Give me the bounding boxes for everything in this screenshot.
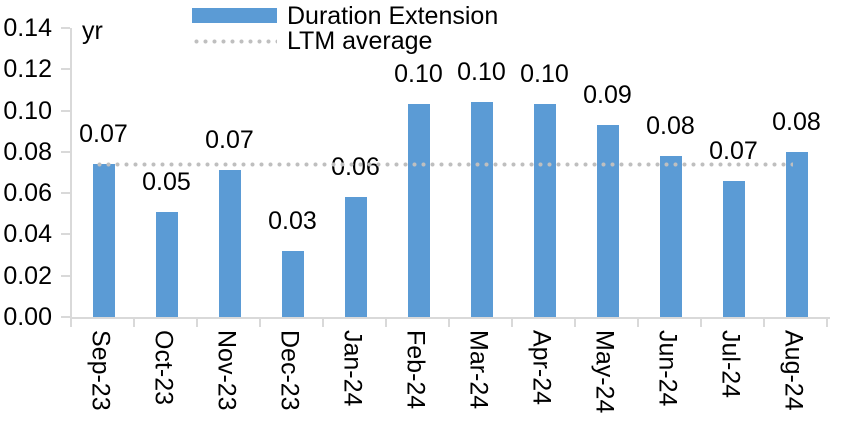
- y-axis-tick: [61, 316, 70, 318]
- x-axis-category-label: Jan-24: [338, 330, 367, 407]
- bar-value-label: 0.10: [520, 60, 569, 89]
- bar: [722, 180, 745, 317]
- y-axis-tick-label: 0.10: [3, 96, 52, 125]
- bar-value-label: 0.05: [142, 167, 191, 196]
- bar-value-label: 0.06: [331, 153, 380, 182]
- bar: [533, 104, 556, 317]
- bar: [407, 104, 430, 317]
- y-axis-tick-label: 0.00: [3, 303, 52, 331]
- legend-dotted-swatch: [192, 39, 277, 44]
- x-axis-category-label: Dec-23: [275, 330, 304, 411]
- y-axis-tick: [61, 150, 70, 153]
- legend-bar-swatch: [192, 8, 277, 23]
- bar-value-label: 0.10: [394, 60, 443, 89]
- x-axis-category-label: Feb-24: [401, 330, 430, 410]
- bar: [155, 211, 178, 317]
- x-axis-tick: [574, 317, 576, 327]
- bar: [785, 151, 808, 317]
- x-axis-tick: [826, 317, 828, 327]
- x-axis-tick: [448, 317, 450, 327]
- x-axis-category-label: Jun-24: [653, 330, 682, 407]
- y-axis-tick: [61, 68, 70, 71]
- y-axis-line: [70, 28, 72, 319]
- bar-value-label: 0.07: [709, 136, 758, 165]
- x-axis-tick: [385, 317, 387, 327]
- x-axis-category-label: Mar-24: [464, 330, 493, 410]
- bar-value-label: 0.03: [268, 206, 317, 235]
- x-axis-category-label: Jul-24: [716, 330, 745, 399]
- bar: [92, 164, 115, 317]
- x-axis-category-label: May-24: [590, 330, 619, 414]
- y-axis-tick: [61, 109, 70, 112]
- x-axis-category-label: Aug-24: [779, 330, 808, 411]
- legend-label-ltm-average: LTM average: [287, 27, 433, 55]
- x-axis-tick: [259, 317, 261, 327]
- y-axis-tick-label: 0.04: [3, 220, 52, 249]
- y-axis-tick: [61, 274, 70, 277]
- bar-value-label: 0.08: [772, 107, 821, 136]
- y-axis-tick: [61, 192, 70, 195]
- x-axis-tick: [196, 317, 198, 327]
- x-axis-tick: [637, 317, 639, 327]
- legend-label-duration-extension: Duration Extension: [287, 2, 499, 30]
- x-axis-tick: [70, 317, 72, 327]
- y-axis-tick: [61, 233, 70, 236]
- bar-value-label: 0.07: [205, 126, 254, 155]
- x-axis-tick: [133, 317, 135, 327]
- y-axis-tick-label: 0.12: [3, 55, 52, 84]
- y-axis-tick-label: 0.08: [3, 137, 52, 166]
- bar-value-label: 0.09: [583, 81, 632, 110]
- bar: [470, 102, 493, 317]
- x-axis-category-label: Sep-23: [86, 330, 115, 411]
- y-axis-tick-label: 0.06: [3, 179, 52, 208]
- bar: [344, 197, 367, 317]
- x-axis-tick: [700, 317, 702, 327]
- bar: [281, 250, 304, 317]
- y-axis-tick-label: 0.14: [3, 14, 52, 42]
- x-axis-line: [70, 317, 830, 319]
- bar: [659, 155, 682, 317]
- y-axis-unit-label: yr: [82, 17, 103, 45]
- y-axis-tick: [61, 27, 70, 29]
- x-axis-category-label: Apr-24: [527, 330, 556, 406]
- x-axis-tick: [511, 317, 513, 327]
- x-axis-category-label: Oct-23: [149, 330, 178, 406]
- bar: [218, 170, 241, 317]
- ltm-average-line: [95, 162, 793, 168]
- bar-value-label: 0.07: [79, 120, 128, 149]
- bar-value-label: 0.08: [646, 111, 695, 140]
- bar-value-label: 0.10: [457, 58, 506, 87]
- x-axis-category-label: Nov-23: [212, 330, 241, 411]
- x-axis-tick: [322, 317, 324, 327]
- y-axis-tick-label: 0.02: [3, 261, 52, 290]
- bar: [596, 125, 619, 317]
- x-axis-tick: [763, 317, 765, 327]
